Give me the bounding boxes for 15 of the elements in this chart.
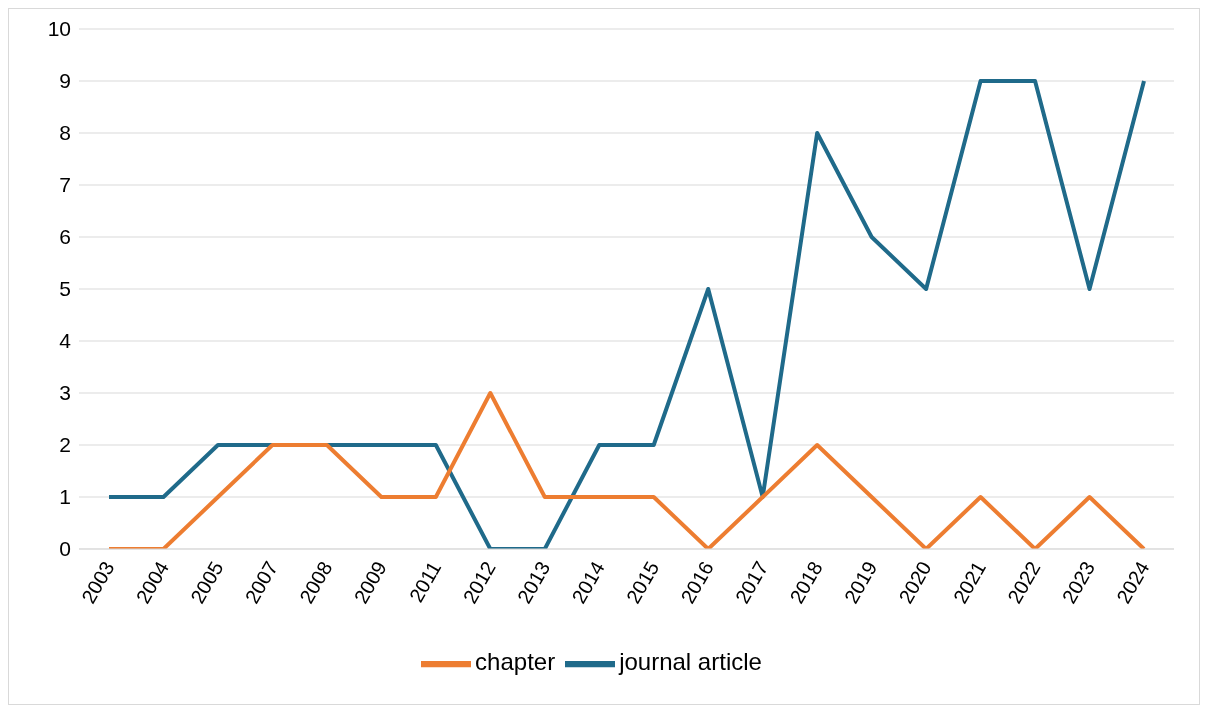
y-tick-label: 2 xyxy=(59,433,71,457)
y-tick-label: 9 xyxy=(59,69,71,93)
y-tick-label: 6 xyxy=(59,225,71,249)
line-series xyxy=(107,79,1146,549)
legend-label: journal article xyxy=(619,648,762,676)
y-tick-label: 5 xyxy=(59,277,71,301)
y-tick-label: 0 xyxy=(59,537,71,561)
y-tick-label: 7 xyxy=(59,173,71,197)
y-tick-label: 1 xyxy=(59,485,71,509)
legend-label: chapter xyxy=(475,648,556,676)
y-tick-label: 4 xyxy=(59,329,72,353)
line-series xyxy=(107,391,1146,549)
y-tick-label: 3 xyxy=(59,381,71,405)
y-tick-label: 10 xyxy=(47,17,71,41)
y-tick-label: 8 xyxy=(59,121,71,145)
